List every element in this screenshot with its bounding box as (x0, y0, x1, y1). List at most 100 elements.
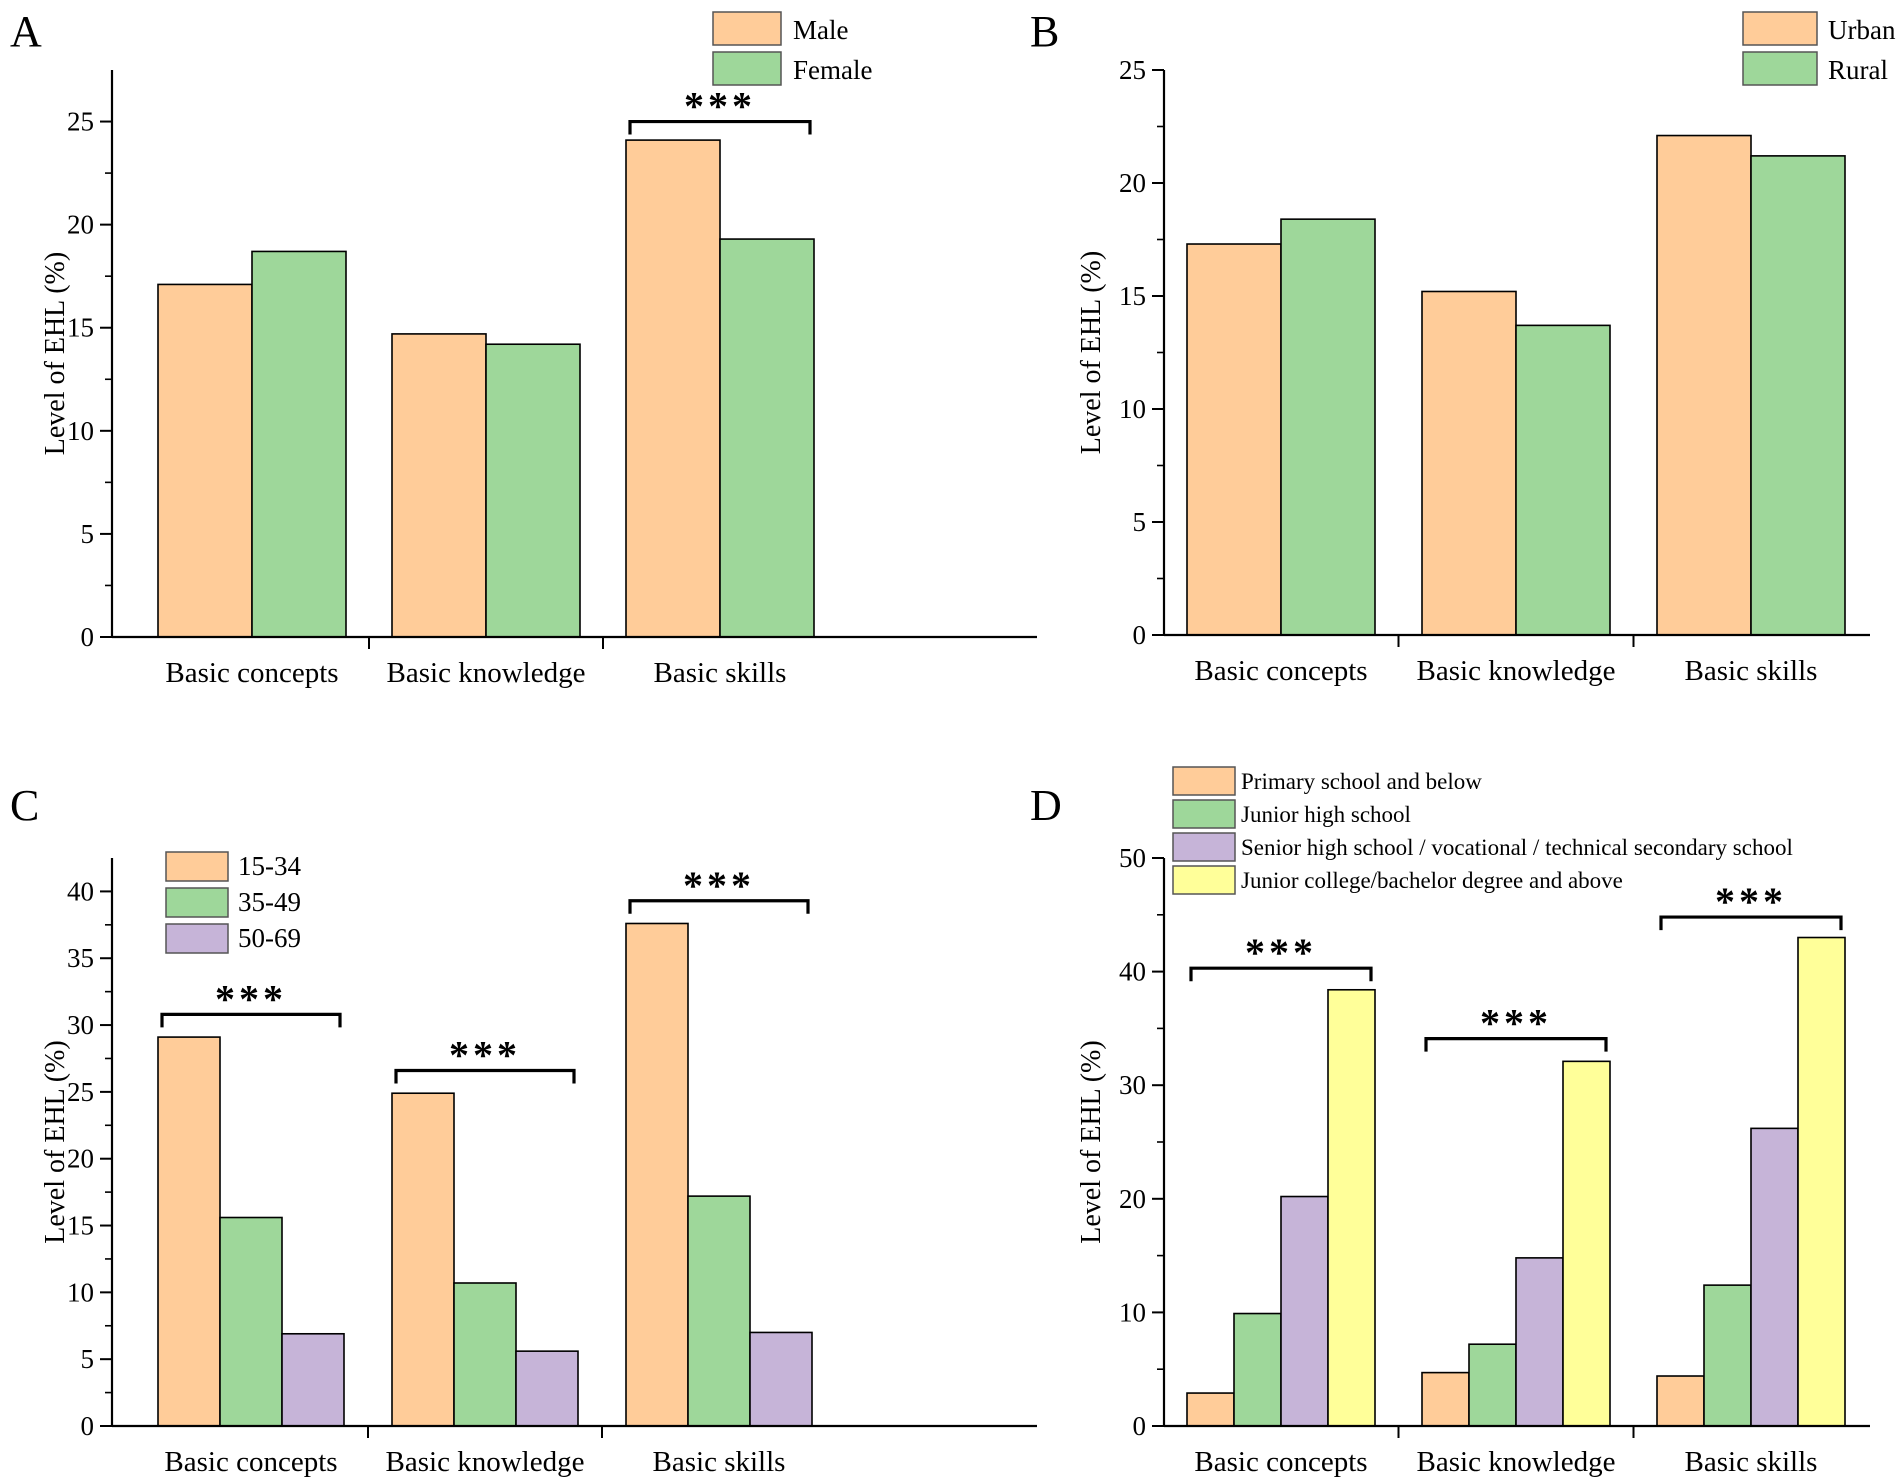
legend-label: 15-34 (238, 851, 301, 881)
legend-label: 35-49 (238, 887, 301, 917)
category-label: Basic knowledge (1417, 655, 1616, 687)
bar (453, 1282, 517, 1427)
bar (1233, 1312, 1282, 1427)
significance-bracket (1659, 915, 1843, 931)
legend-label: Female (793, 55, 872, 85)
bar (749, 1331, 813, 1427)
significance-label: *** (683, 863, 755, 908)
bar (1750, 1127, 1799, 1427)
category-label: Basic skills (654, 657, 787, 689)
legend-label: Primary school and below (1241, 769, 1482, 794)
y-tick-label: 0 (1133, 620, 1147, 650)
y-tick-label: 50 (1119, 843, 1146, 873)
bar (1280, 218, 1376, 636)
y-tick-label: 15 (67, 1211, 94, 1241)
panel-letter: A (10, 7, 42, 56)
y-tick-label: 0 (81, 1411, 95, 1441)
legend-label: Junior high school (1241, 802, 1411, 827)
legend-swatch (1172, 865, 1236, 895)
y-tick-label: 10 (1119, 1297, 1146, 1327)
category-label: Basic concepts (165, 657, 338, 689)
y-tick-label: 15 (67, 313, 94, 343)
legend-label: Male (793, 15, 848, 45)
bar (1562, 1060, 1611, 1427)
y-axis-label: Level of EHL (%) (40, 1040, 71, 1243)
bar (1656, 134, 1752, 636)
significance-label: *** (1715, 879, 1787, 924)
y-tick-label: 40 (1119, 957, 1146, 987)
legend-label: Junior college/bachelor degree and above (1241, 868, 1623, 893)
significance-bracket (160, 1012, 342, 1028)
y-tick-label: 0 (81, 622, 95, 652)
bar (625, 922, 689, 1427)
significance-label: *** (684, 84, 756, 129)
y-tick-label: 20 (1119, 1184, 1146, 1214)
significance-bracket (394, 1068, 576, 1084)
y-tick-label: 5 (81, 1344, 95, 1374)
bar (625, 139, 721, 638)
bar (1515, 1257, 1564, 1427)
legend-swatch (165, 923, 229, 954)
panel-b: B Basic concepts Basic knowledge Basic skil… (1030, 7, 1896, 687)
y-tick-label: 25 (67, 1077, 94, 1107)
y-tick-label: 20 (67, 210, 94, 240)
bar (1656, 1375, 1705, 1427)
bar (1186, 1392, 1235, 1427)
bar (1703, 1284, 1752, 1427)
bar (485, 343, 581, 638)
legend-swatch (165, 887, 229, 918)
legend-swatch (1742, 51, 1818, 86)
panel-c: C Basic concepts Basic knowledge Basic skil… (10, 781, 1037, 1477)
bar (1280, 1195, 1329, 1427)
bar (1468, 1343, 1517, 1427)
bar (157, 1036, 221, 1427)
bar (1327, 988, 1376, 1427)
significance-label: *** (1480, 1001, 1552, 1046)
y-tick-label: 35 (67, 943, 94, 973)
y-tick-label: 40 (67, 876, 94, 906)
bar (1421, 290, 1517, 636)
bar (219, 1216, 283, 1427)
y-tick-label: 10 (1119, 394, 1146, 424)
bar (251, 250, 347, 638)
significance-bracket (1189, 966, 1373, 982)
y-tick-label: 20 (67, 1144, 94, 1174)
category-label: Basic skills (1685, 655, 1818, 687)
legend-label: Senior high school / vocational / techni… (1241, 835, 1793, 860)
panel-a: A Basic concepts Basic knowledge Basic skil… (10, 7, 1037, 689)
legend-swatch (165, 851, 229, 882)
y-tick-label: 20 (1119, 168, 1146, 198)
bar (281, 1332, 345, 1427)
category-label: Basic concepts (1194, 655, 1367, 687)
legend-label: Rural (1828, 55, 1888, 85)
legend-swatch (1172, 832, 1236, 862)
category-label: Basic skills (1685, 1446, 1818, 1477)
significance-bracket (628, 119, 812, 135)
y-tick-label: 30 (67, 1010, 94, 1040)
legend-swatch (1172, 766, 1236, 796)
bar (1750, 155, 1846, 636)
y-axis-label: Level of EHL (%) (1076, 1040, 1107, 1243)
y-tick-label: 10 (67, 416, 94, 446)
category-label: Basic knowledge (1417, 1446, 1616, 1477)
bar (1515, 324, 1611, 636)
panel-d: D Basic concepts Basic knowledge Basic skil… (1030, 766, 1870, 1477)
y-axis-label: Level of EHL (%) (1076, 251, 1107, 454)
legend-swatch (712, 11, 782, 46)
bar (1186, 243, 1282, 636)
y-tick-label: 25 (67, 107, 94, 137)
legend-swatch (712, 51, 782, 86)
category-label: Basic concepts (164, 1446, 337, 1477)
bar (719, 238, 815, 638)
significance-label: *** (1245, 930, 1317, 975)
bar (687, 1195, 751, 1427)
legend-label: 50-69 (238, 923, 301, 953)
legend-swatch (1742, 11, 1818, 46)
y-tick-label: 5 (1133, 507, 1147, 537)
significance-bracket (628, 899, 810, 914)
bar (391, 333, 487, 638)
legend-swatch (1172, 799, 1236, 829)
category-label: Basic knowledge (387, 657, 586, 689)
y-tick-label: 25 (1119, 55, 1146, 85)
